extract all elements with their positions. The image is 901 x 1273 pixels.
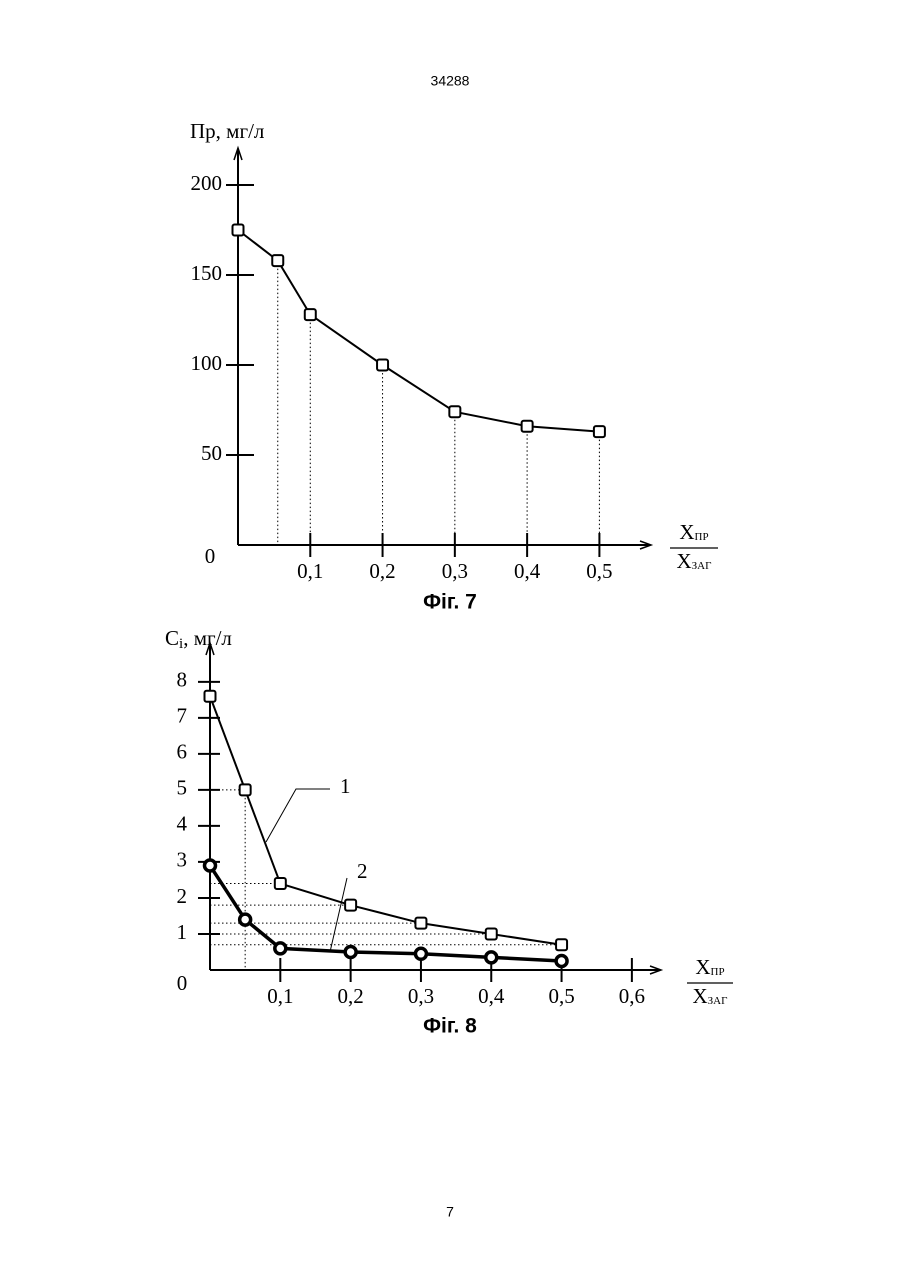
series-label: 1: [340, 774, 351, 798]
y-tick-label: 7: [177, 704, 188, 728]
point-marker: [240, 914, 251, 925]
point-marker: [415, 918, 426, 929]
point-marker: [233, 225, 244, 236]
y-tick-label: 4: [177, 812, 188, 836]
x-tick-label: 0,3: [408, 984, 434, 1008]
x-axis-label-letter: Х: [677, 549, 692, 573]
page-number: 7: [446, 1204, 454, 1220]
point-marker: [556, 939, 567, 950]
x-tick-label: 0,2: [369, 559, 395, 583]
point-marker: [486, 952, 497, 963]
series-label: 2: [357, 859, 368, 883]
point-marker: [345, 946, 356, 957]
y-tick-label: 200: [191, 171, 223, 195]
point-marker: [272, 255, 283, 266]
x-tick-label: 0,1: [267, 984, 293, 1008]
figure-caption: Фіг. 7: [423, 591, 477, 614]
y-tick-label: 1: [177, 920, 188, 944]
point-marker: [377, 360, 388, 371]
y-axis-label-unit: , мг/л: [183, 626, 232, 650]
point-marker: [345, 900, 356, 911]
y-tick-label: 0: [177, 971, 188, 995]
x-axis-label-letter: Х: [693, 984, 708, 1008]
x-tick-label: 0,3: [442, 559, 468, 583]
x-tick-label: 0,2: [338, 984, 364, 1008]
x-axis-label-sub: ЗАГ: [708, 995, 728, 1007]
y-tick-label: 100: [191, 351, 223, 375]
y-tick-label: 6: [177, 740, 188, 764]
y-tick-label: 2: [177, 884, 188, 908]
point-marker: [522, 421, 533, 432]
y-tick-label: 3: [177, 848, 188, 872]
point-marker: [594, 426, 605, 437]
x-axis-label-letter: Х: [695, 955, 710, 979]
point-marker: [556, 955, 567, 966]
y-tick-label: 8: [177, 668, 188, 692]
y-axis-label: Ci, мг/л: [165, 626, 232, 653]
point-marker: [205, 860, 216, 871]
point-marker: [415, 948, 426, 959]
x-axis-label-sub: ПР: [711, 966, 725, 978]
point-marker: [275, 943, 286, 954]
y-tick-label: 50: [201, 441, 222, 465]
point-marker: [205, 691, 216, 702]
x-axis-label-sub: ПР: [695, 531, 709, 543]
point-marker: [275, 878, 286, 889]
figure-caption: Фіг. 8: [423, 1015, 477, 1038]
y-axis-label-main: C: [165, 626, 179, 650]
y-axis-label: Пр, мг/л: [190, 119, 264, 143]
point-marker: [240, 784, 251, 795]
x-tick-label: 0,5: [586, 559, 612, 583]
y-tick-label: 0: [205, 544, 216, 568]
x-axis-label-sub: ЗАГ: [692, 560, 712, 572]
page: 34288 7 0501001502000,10,20,30,40,5Пр, м…: [0, 0, 901, 1273]
x-axis-label-letter: Х: [679, 520, 694, 544]
point-marker: [305, 309, 316, 320]
background: [0, 0, 901, 1273]
x-tick-label: 0,4: [478, 984, 505, 1008]
y-tick-label: 150: [191, 261, 223, 285]
page-header: 34288: [431, 73, 470, 89]
x-tick-label: 0,1: [297, 559, 323, 583]
y-tick-label: 5: [177, 776, 188, 800]
x-tick-label: 0,6: [619, 984, 645, 1008]
x-tick-label: 0,5: [548, 984, 574, 1008]
x-tick-label: 0,4: [514, 559, 541, 583]
point-marker: [449, 406, 460, 417]
point-marker: [486, 928, 497, 939]
